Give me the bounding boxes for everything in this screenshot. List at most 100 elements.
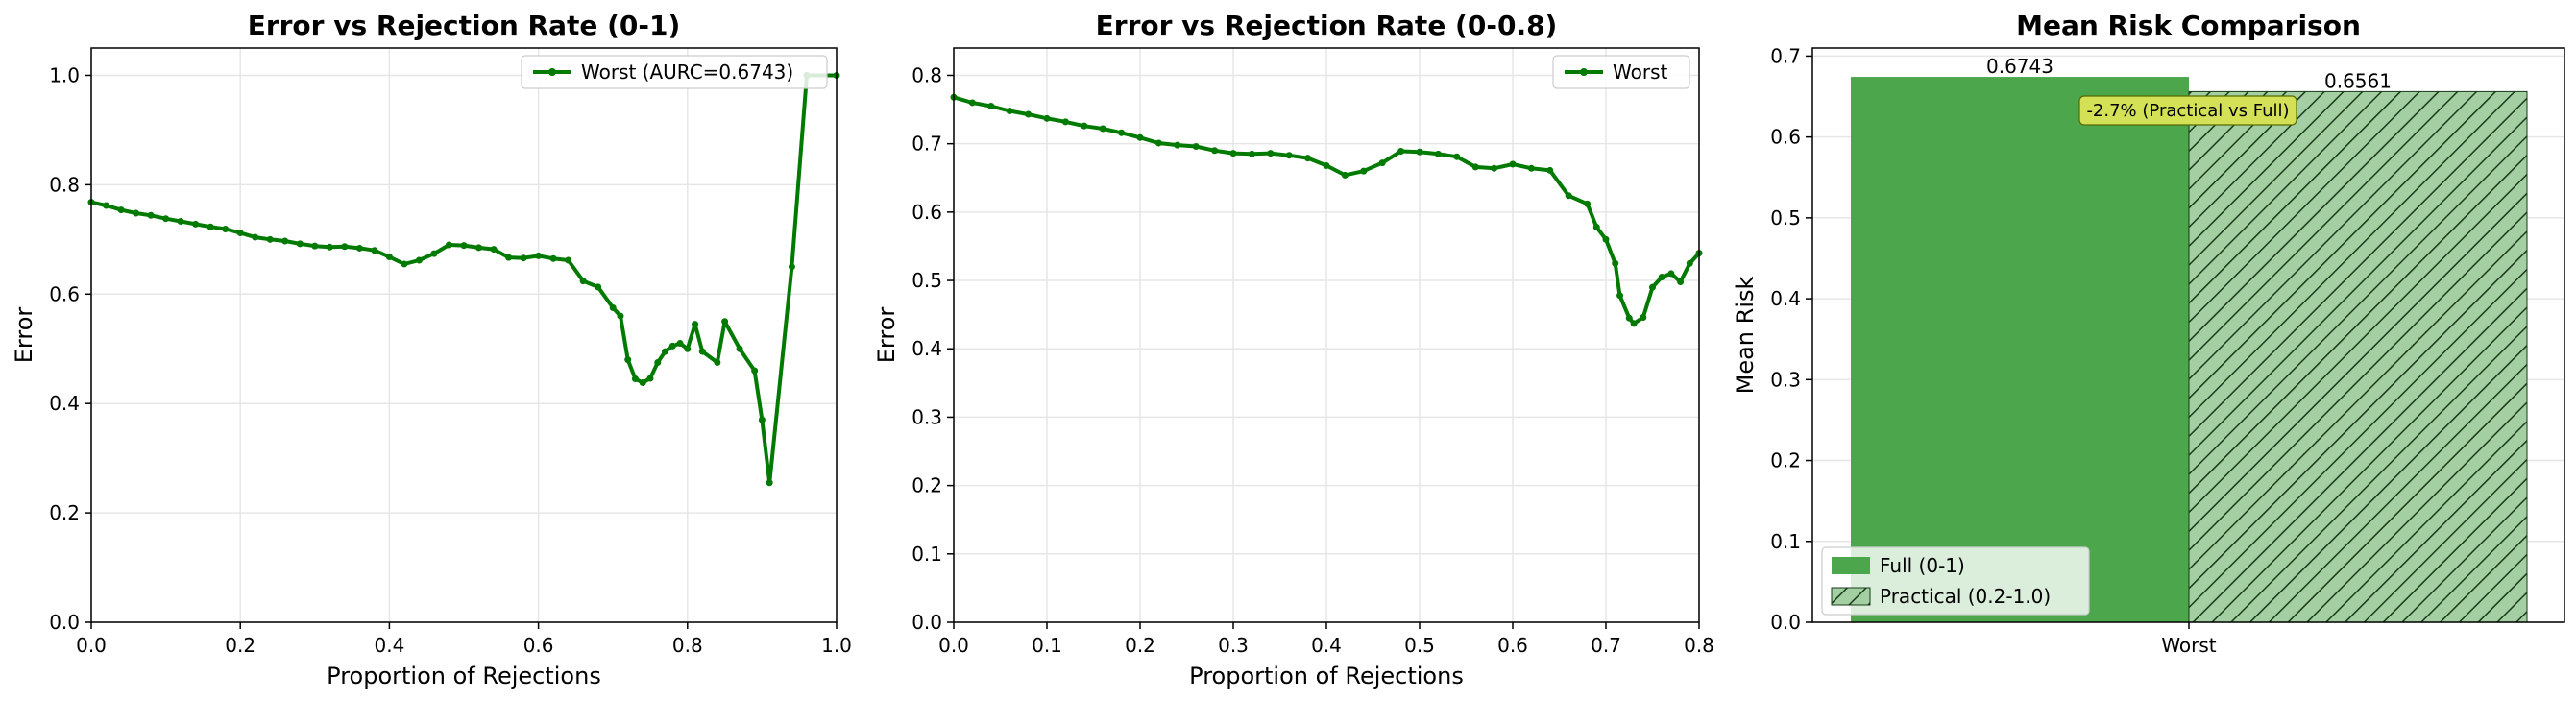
series-point [475,244,483,252]
series-point [1378,159,1386,167]
series-point [1602,235,1610,243]
y-tick-label: 0.4 [49,392,80,415]
series-point [311,242,319,250]
series-point [698,348,706,355]
y-tick-label: 0.7 [1770,44,1801,67]
series-point [252,233,259,241]
series-point [617,312,624,320]
series-point [341,243,349,251]
series-point [326,243,333,251]
series-point [177,218,184,226]
series-point [631,375,639,383]
chart-title: Error vs Rejection Rate (0-0.8) [1096,10,1558,41]
series-point [236,229,244,236]
series-point [654,358,662,366]
series-point [401,260,408,268]
y-tick-label: 0.8 [49,173,80,196]
x-tick-label: 0.2 [1125,634,1155,657]
series-point [1640,313,1647,321]
series-point [222,226,230,233]
series-point [1584,200,1592,207]
series-point [147,211,155,219]
legend-label: Worst [1613,60,1667,84]
series-point [624,356,632,364]
series-point [662,348,669,355]
bar-practical [2188,90,2528,623]
legend-box [521,55,828,89]
series-point [1471,163,1479,171]
series-point [1658,273,1665,280]
x-tick-label: Worst [2161,634,2216,657]
y-tick-label: 0.4 [1770,287,1801,310]
x-tick-label: 0.4 [1311,634,1342,657]
y-tick-label: 0.2 [911,474,942,497]
chart-title: Error vs Rejection Rate (0-1) [248,10,681,41]
series-point [595,283,602,291]
series-point [1360,167,1368,175]
series-point [1565,192,1572,200]
series-point [103,202,110,209]
plot-frame [90,47,838,623]
series-point [192,220,200,228]
y-tick-label: 0.4 [911,337,942,360]
series-point [1025,110,1033,118]
series-point [751,367,759,375]
series-point [579,278,587,285]
series-point [385,254,393,261]
series-point [692,321,699,328]
x-tick-label: 0.2 [225,634,255,657]
y-tick-label: 0.5 [911,269,942,292]
series-point [1491,164,1498,172]
x-axis-label: Proportion of Rejections [327,663,601,689]
legend-label: Practical (0.2-1.0) [1880,585,2051,608]
series-point [1546,166,1554,174]
x-tick-label: 0.3 [1218,634,1249,657]
y-tick-label: 0.5 [1770,206,1801,230]
bar-value-label: 0.6561 [2324,69,2392,92]
y-tick-label: 0.6 [1770,126,1801,149]
series-point [1649,283,1656,291]
series-point [968,99,976,107]
series-point [1416,148,1423,156]
series-point [639,379,646,387]
legend-marker-swatch [548,68,556,76]
series-point [766,479,773,487]
y-tick-label: 0.8 [911,63,942,86]
y-axis-label: Error [11,307,37,364]
series-point [520,254,527,262]
legend-box [1821,546,2090,616]
y-axis-label: Mean Risk [1732,277,1759,395]
chart-title: Mean Risk Comparison [2016,10,2361,41]
series-point [162,215,170,223]
y-tick-label: 0.2 [1770,449,1801,472]
error-vs-rejection-full-chart: 0.0 0.2 0.4 0.6 0.8 1.0 0.0 0.2 0.4 0.6 0.8 1.0 Erro… [11,10,852,689]
y-tick-label: 0.1 [911,543,942,566]
series-point [355,244,363,252]
x-tick-label: 0.5 [1404,634,1435,657]
series-point [1099,125,1106,133]
series-point [1006,107,1013,114]
series-point [296,240,304,248]
x-tick-label: 0.7 [1591,634,1621,657]
error-vs-rejection-practical-chart: 0.0 0.1 0.2 0.3 0.4 0.5 0.6 0.7 0.8 0.0 0.1 0.2 0.3 0… [873,10,1714,689]
series-point [1434,150,1442,157]
series-point [1453,153,1461,160]
series-point [1686,259,1693,267]
series-point [371,247,378,254]
y-tick-label: 0.0 [49,611,80,634]
series-point [1397,147,1405,155]
series-point [1081,122,1088,130]
x-tick-label: 0.6 [1497,634,1528,657]
x-axis-label: Proportion of Rejections [1189,663,1464,689]
series-point [1612,259,1619,267]
legend-label: Full (0-1) [1880,554,1965,577]
series-point [1625,314,1633,322]
series-point [1285,152,1293,159]
legend-swatch-practical [1831,587,1871,606]
x-tick-label: 0.1 [1032,634,1062,657]
series-point [490,246,498,254]
y-tick-label: 0.0 [911,611,942,634]
y-tick-label: 0.0 [1770,611,1801,634]
series-point [1592,224,1600,231]
